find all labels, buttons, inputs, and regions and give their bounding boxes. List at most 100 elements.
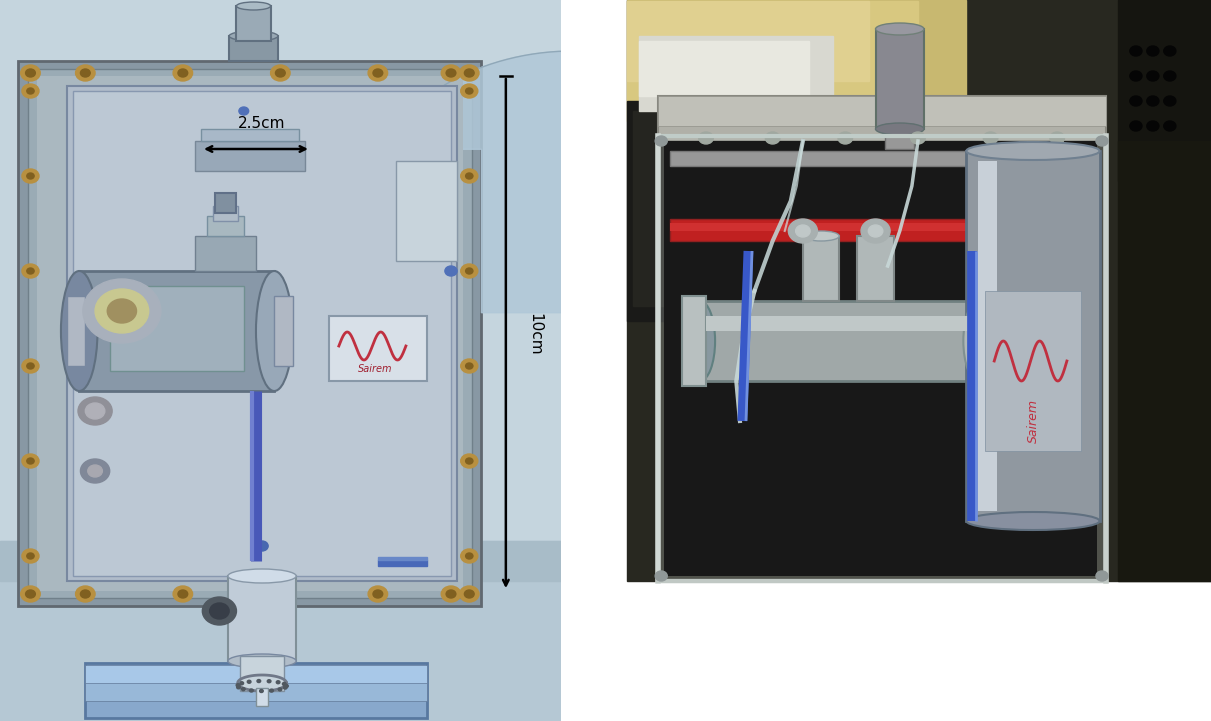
Bar <box>18 61 482 606</box>
Circle shape <box>1130 121 1142 131</box>
Text: 10cm: 10cm <box>528 313 543 355</box>
Circle shape <box>911 132 925 144</box>
Bar <box>110 286 243 371</box>
Circle shape <box>460 454 478 468</box>
Bar <box>256 688 268 706</box>
Circle shape <box>283 686 287 689</box>
Circle shape <box>465 553 474 559</box>
Circle shape <box>1096 136 1108 146</box>
Ellipse shape <box>966 142 1100 160</box>
Circle shape <box>22 169 39 183</box>
Ellipse shape <box>236 2 270 10</box>
Circle shape <box>1147 121 1159 131</box>
Circle shape <box>25 590 35 598</box>
Bar <box>195 236 256 271</box>
Circle shape <box>1147 96 1159 106</box>
Bar <box>195 141 305 171</box>
Bar <box>700 301 978 381</box>
Circle shape <box>96 289 149 333</box>
Bar <box>966 151 1100 521</box>
Bar <box>876 29 924 129</box>
Bar <box>0 541 561 721</box>
Bar <box>396 161 457 261</box>
Circle shape <box>441 65 460 81</box>
Circle shape <box>247 680 251 684</box>
Bar <box>857 236 894 301</box>
Polygon shape <box>378 51 792 313</box>
Bar <box>639 41 809 96</box>
Bar <box>67 86 457 581</box>
Circle shape <box>210 603 229 619</box>
Circle shape <box>465 88 474 94</box>
Circle shape <box>80 69 90 77</box>
Circle shape <box>1147 71 1159 81</box>
Circle shape <box>27 458 34 464</box>
Circle shape <box>861 219 890 243</box>
Bar <box>978 161 997 511</box>
Bar <box>885 124 914 149</box>
Bar <box>213 206 237 221</box>
Ellipse shape <box>228 569 297 583</box>
Circle shape <box>22 549 39 563</box>
Circle shape <box>27 173 34 179</box>
Circle shape <box>1147 46 1159 56</box>
Circle shape <box>275 590 286 598</box>
Circle shape <box>27 553 34 559</box>
Circle shape <box>256 541 268 551</box>
Text: Sairem: Sairem <box>358 364 392 374</box>
Bar <box>85 665 426 683</box>
Circle shape <box>1050 132 1064 144</box>
Circle shape <box>868 225 883 237</box>
Circle shape <box>796 225 810 237</box>
Circle shape <box>373 69 383 77</box>
Bar <box>229 36 277 61</box>
Bar <box>1118 141 1211 581</box>
Circle shape <box>444 266 457 276</box>
Circle shape <box>446 69 455 77</box>
Circle shape <box>270 689 274 692</box>
Circle shape <box>27 88 34 94</box>
Circle shape <box>22 454 39 468</box>
Bar <box>214 193 236 213</box>
Circle shape <box>21 586 40 602</box>
Circle shape <box>1164 96 1176 106</box>
Circle shape <box>178 590 188 598</box>
Circle shape <box>465 173 474 179</box>
Circle shape <box>459 586 480 602</box>
Ellipse shape <box>876 23 924 35</box>
Bar <box>73 91 450 576</box>
Bar <box>378 557 426 560</box>
Bar <box>627 0 966 121</box>
Bar <box>978 296 1003 386</box>
Circle shape <box>1164 46 1176 56</box>
Circle shape <box>1096 571 1108 581</box>
Circle shape <box>75 586 96 602</box>
Circle shape <box>173 65 193 81</box>
Circle shape <box>236 684 240 686</box>
Circle shape <box>765 132 780 144</box>
Bar <box>79 271 274 391</box>
Bar <box>228 576 297 661</box>
Bar <box>658 96 1106 126</box>
Circle shape <box>465 268 474 274</box>
Circle shape <box>80 590 90 598</box>
Circle shape <box>85 403 105 419</box>
Circle shape <box>282 683 286 686</box>
Circle shape <box>1130 71 1142 81</box>
Circle shape <box>22 84 39 98</box>
Bar <box>682 296 706 386</box>
Ellipse shape <box>876 123 924 135</box>
Bar <box>670 151 1094 166</box>
Ellipse shape <box>228 654 297 668</box>
Circle shape <box>270 65 291 81</box>
Ellipse shape <box>229 31 277 41</box>
Circle shape <box>1130 46 1142 56</box>
Bar <box>240 656 285 691</box>
Circle shape <box>279 688 282 691</box>
Bar <box>670 219 1081 241</box>
Ellipse shape <box>256 271 293 391</box>
Circle shape <box>460 84 478 98</box>
Bar <box>664 141 1097 576</box>
Circle shape <box>460 264 478 278</box>
Bar <box>85 681 426 701</box>
